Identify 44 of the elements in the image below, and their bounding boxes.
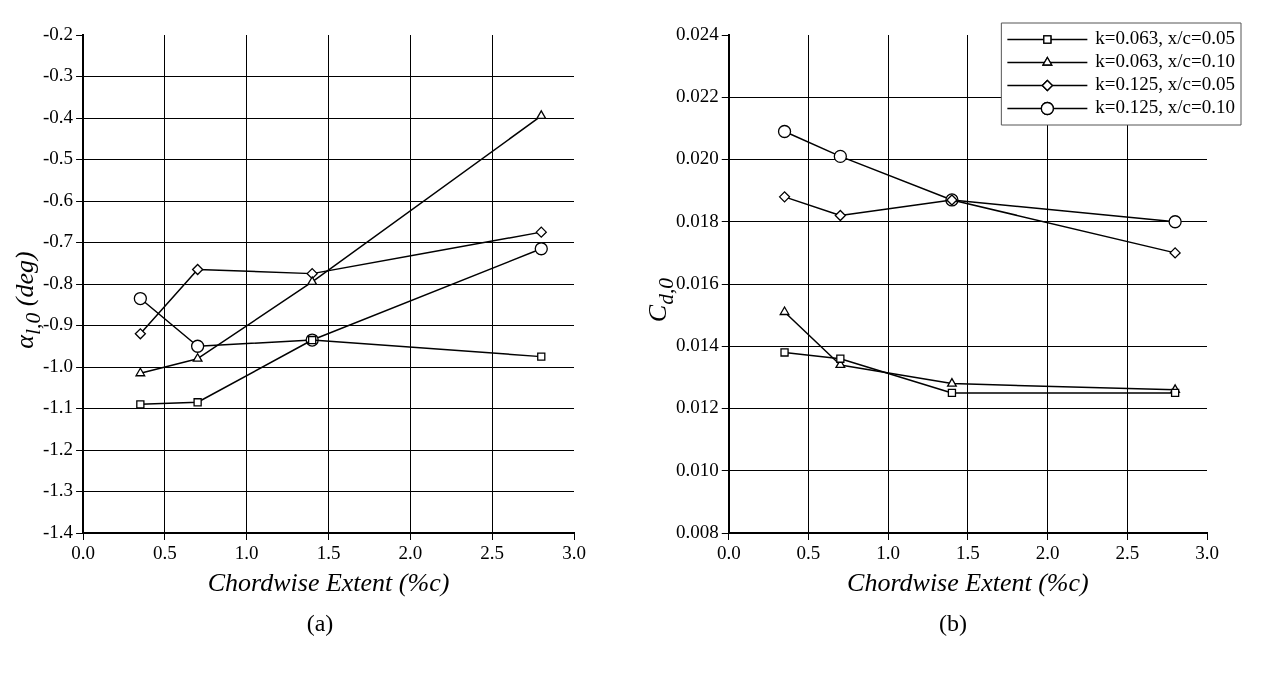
x-tick-label: 3.0 [1195,542,1219,564]
x-tick-label: 1.0 [234,542,259,564]
x-tick-label: 2.5 [480,542,505,564]
legend-label: k=0.063, x/c=0.05 [1095,27,1236,49]
x-tick-label: 2.5 [1115,542,1140,564]
x-tick-label: 0.5 [796,542,821,564]
y-tick-label: 0.010 [676,458,719,480]
y-tick-label: -1.2 [43,437,74,459]
y-tick-label: -0.8 [43,271,74,293]
y-tick-label: -1.1 [43,396,74,418]
x-axis-title: Chordwise Extent (%c) [847,568,1089,598]
y-tick-label: 0.018 [676,209,719,231]
x-tick-label: 3.0 [562,542,586,564]
x-tick-label: 1.0 [876,542,901,564]
y-tick-label: -0.6 [43,188,74,210]
x-tick-label: 2.0 [1035,542,1060,564]
y-tick-label: -1.4 [43,520,74,542]
legend-label: k=0.063, x/c=0.10 [1095,50,1236,72]
y-tick-label: -0.3 [43,64,74,86]
y-tick-label: 0.022 [676,85,719,107]
x-tick-label: 0.5 [153,542,177,564]
y-tick-label: 0.014 [676,334,720,356]
legend-label: k=0.125, x/c=0.05 [1095,73,1236,95]
y-tick-label: -0.5 [43,147,74,169]
y-tick-label: 0.012 [676,396,719,418]
x-tick-label: 0.0 [71,542,95,564]
text: (a) [305,610,335,637]
y-tick-label: 0.008 [676,520,719,542]
x-axis-title: Chordwise Extent (%c) [207,568,450,598]
y-tick-label: 0.020 [676,147,719,169]
y-tick-label: -0.7 [43,230,74,252]
x-tick-label: 1.5 [316,542,341,564]
x-tick-label: 2.0 [398,542,423,564]
x-tick-label: 0.0 [716,542,741,564]
y-tick-label: 0.024 [676,22,720,44]
x-tick-label: 1.5 [956,542,980,564]
y-tick-label: -1.0 [43,354,74,376]
y-tick-label: -0.2 [43,22,74,44]
y-tick-label: 0.016 [676,271,719,293]
y-tick-label: -0.9 [43,313,74,335]
legend-label: k=0.125, x/c=0.10 [1095,96,1236,118]
y-tick-label: -1.3 [43,479,74,501]
y-tick-label: -0.4 [43,105,74,127]
text: (b) [938,610,968,637]
